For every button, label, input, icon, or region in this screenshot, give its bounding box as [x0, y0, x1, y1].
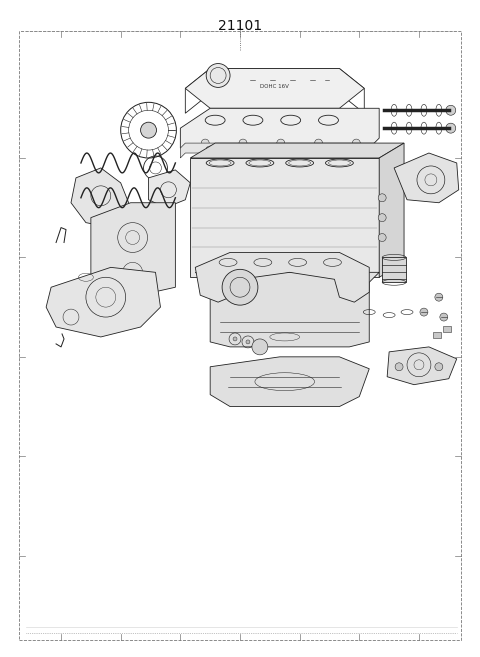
Circle shape [277, 139, 285, 147]
Polygon shape [195, 273, 379, 347]
Polygon shape [379, 143, 404, 277]
Polygon shape [148, 170, 190, 208]
Text: DOHC 16V: DOHC 16V [260, 84, 289, 89]
Polygon shape [195, 252, 369, 302]
Circle shape [446, 124, 456, 133]
Polygon shape [394, 153, 459, 203]
Circle shape [378, 214, 386, 221]
Polygon shape [180, 108, 379, 148]
Polygon shape [190, 158, 379, 277]
Polygon shape [185, 68, 364, 108]
Circle shape [201, 139, 209, 147]
Polygon shape [180, 143, 374, 158]
Circle shape [446, 105, 456, 115]
Polygon shape [433, 332, 441, 338]
Polygon shape [190, 143, 404, 158]
Circle shape [252, 339, 268, 355]
Circle shape [239, 139, 247, 147]
Polygon shape [46, 267, 160, 337]
Polygon shape [443, 326, 451, 332]
Circle shape [378, 194, 386, 202]
Circle shape [435, 293, 443, 301]
Circle shape [314, 139, 323, 147]
Polygon shape [382, 258, 406, 283]
Circle shape [233, 337, 237, 341]
Circle shape [246, 340, 250, 344]
Circle shape [420, 308, 428, 316]
Circle shape [440, 313, 448, 321]
Circle shape [352, 139, 360, 147]
Text: 21101: 21101 [218, 19, 262, 33]
Polygon shape [387, 347, 457, 384]
Circle shape [435, 363, 443, 371]
Polygon shape [71, 168, 131, 227]
Circle shape [395, 363, 403, 371]
Circle shape [378, 233, 386, 242]
Circle shape [206, 64, 230, 87]
Polygon shape [210, 357, 369, 407]
Circle shape [141, 122, 156, 138]
Polygon shape [91, 203, 175, 297]
Circle shape [222, 269, 258, 305]
